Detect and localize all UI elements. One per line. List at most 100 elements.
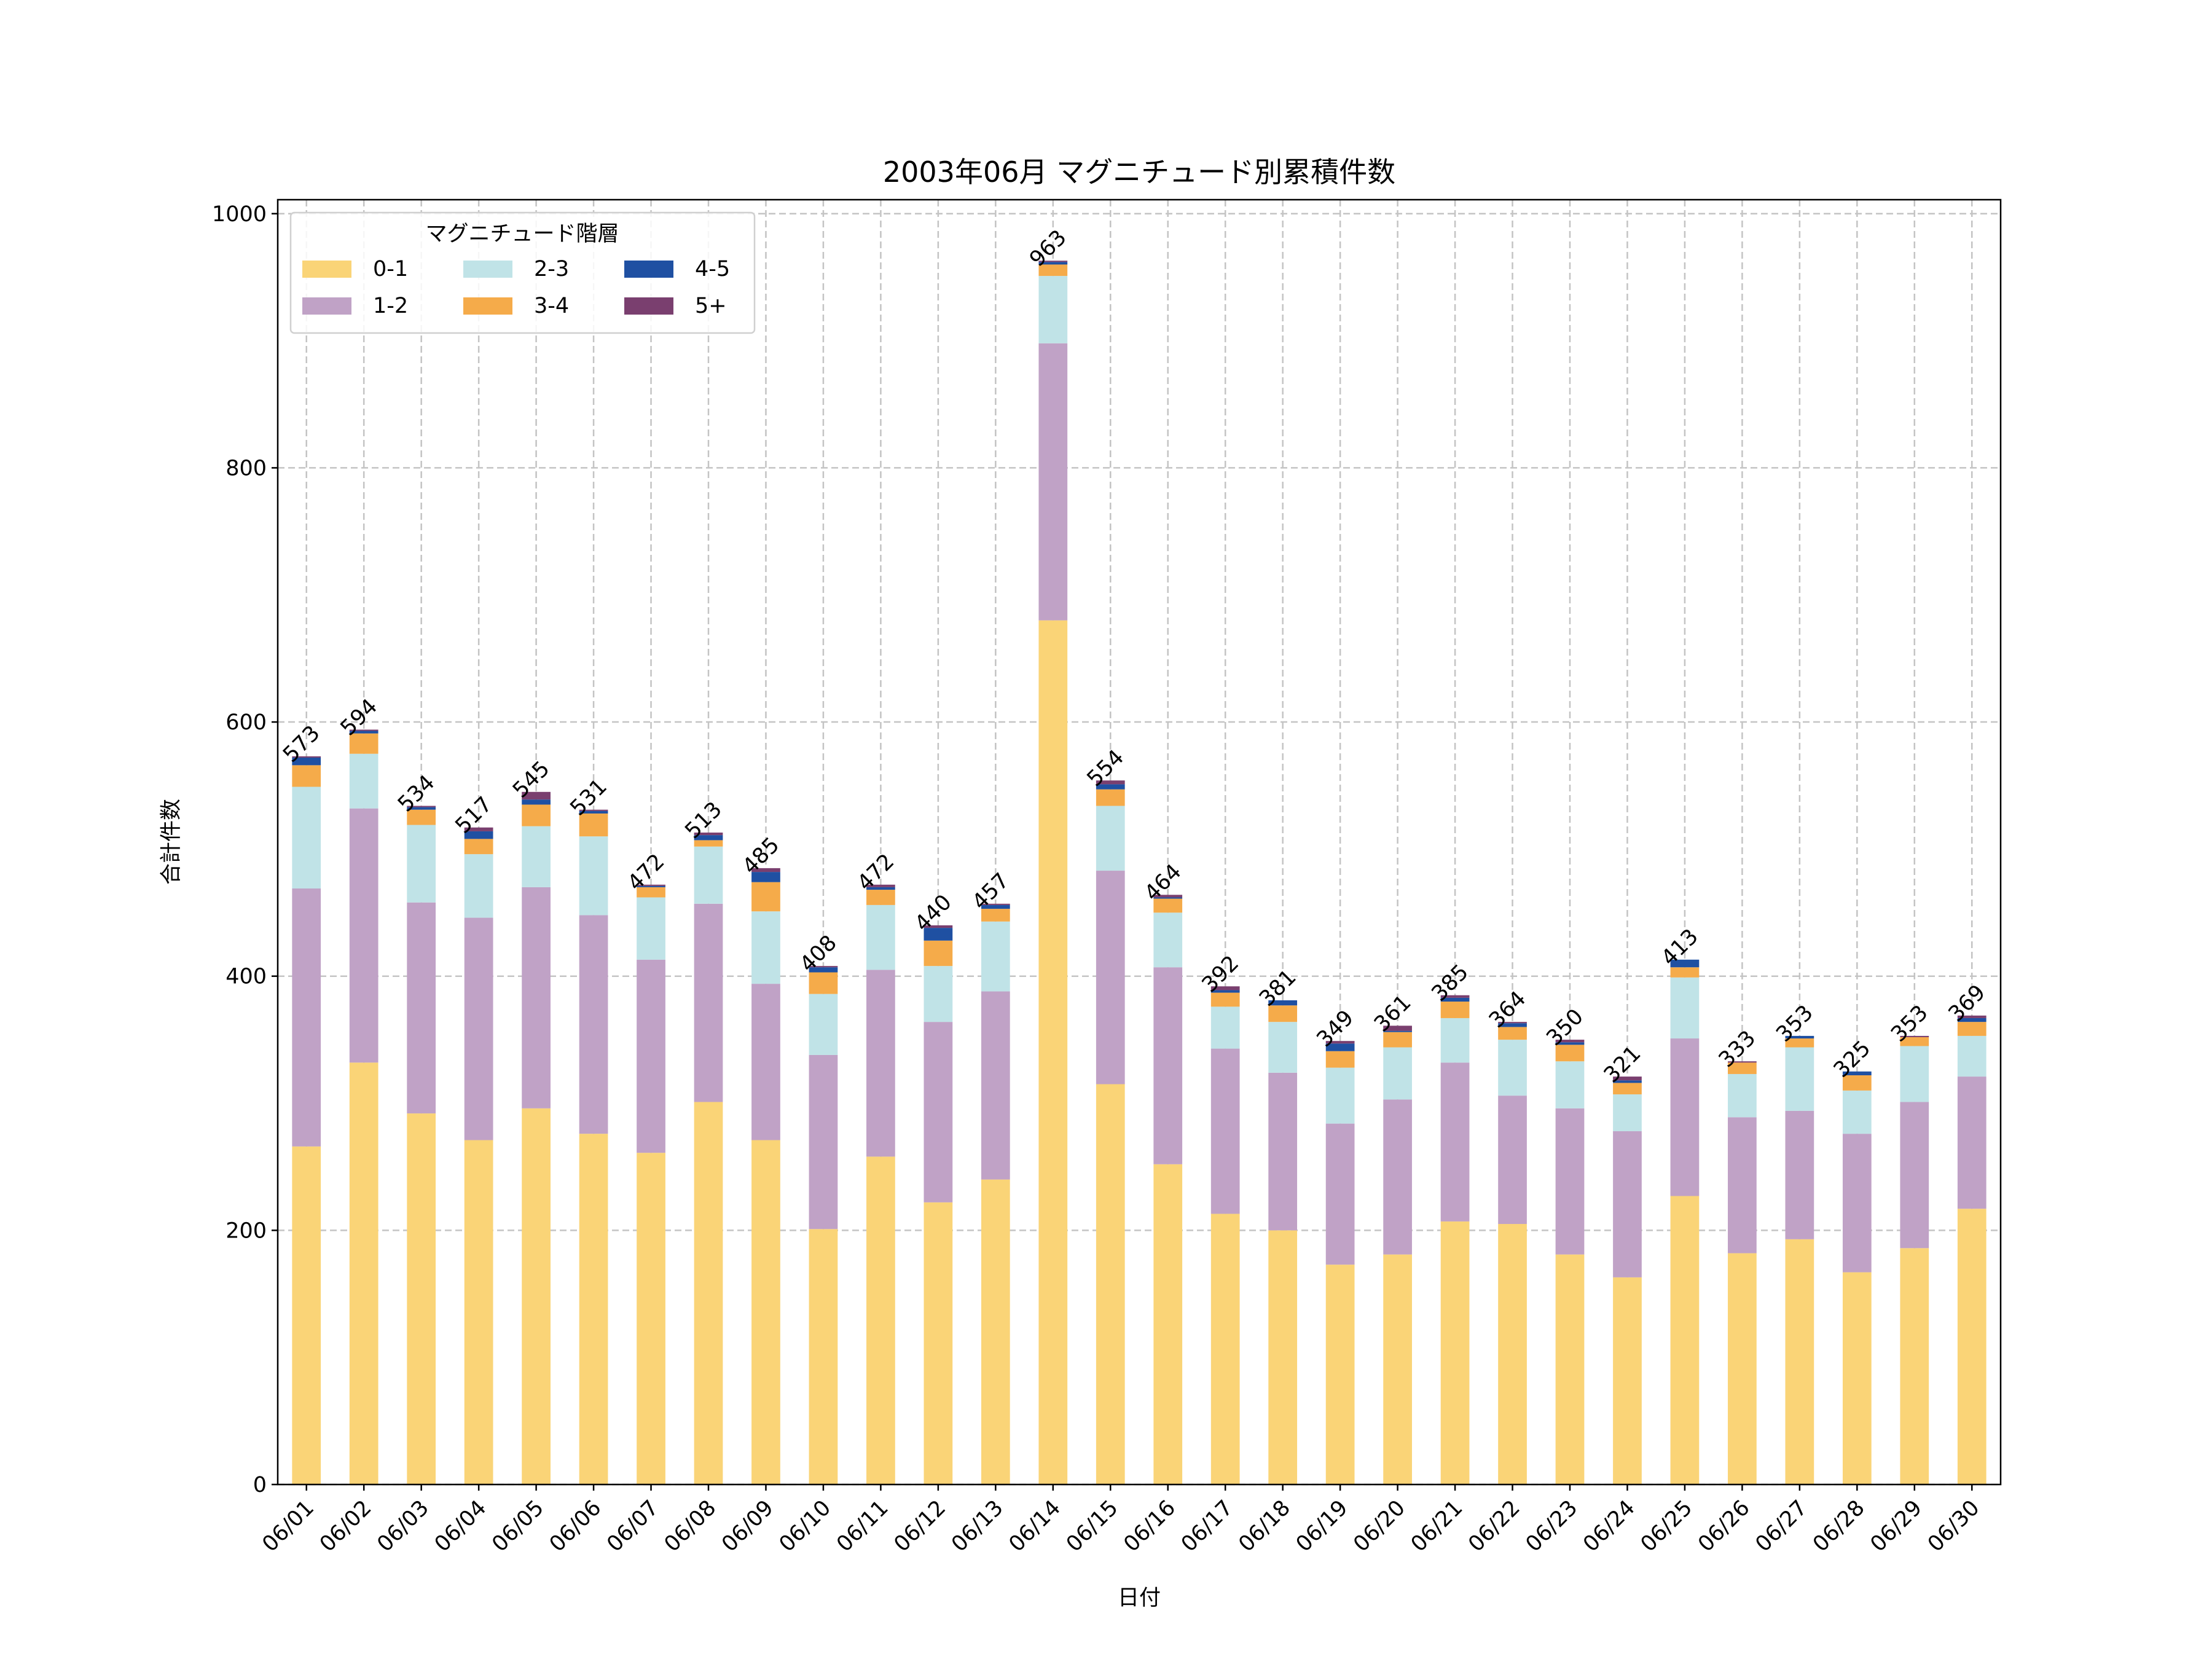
x-tick-label: 06/11 [832, 1496, 893, 1557]
x-tick-label: 06/25 [1636, 1496, 1698, 1557]
bar-segment-4-5 [1613, 1080, 1642, 1083]
bar-segment-3-4 [407, 809, 436, 825]
y-axis-label: 合計件数 [159, 799, 184, 885]
bar-segment-1-2 [349, 808, 378, 1063]
bar-segment-3-4 [1268, 1005, 1298, 1022]
bar-segment-3-4 [1038, 264, 1068, 276]
bar-segment-3-4 [1728, 1062, 1757, 1074]
legend-label: 0-1 [373, 257, 408, 281]
bar-segment-4-5 [1440, 997, 1470, 1002]
y-axis-ticks: 0 200 400 600 800 1000 [212, 202, 278, 1497]
bar-segment-4-5 [1957, 1018, 1986, 1022]
bar-segment-3-4 [1842, 1075, 1872, 1091]
bar-segment-5plus [1440, 995, 1470, 998]
bar-segment-5plus [579, 809, 608, 811]
x-axis-ticks: 06/0106/0206/0306/0406/0506/0606/0706/08… [257, 1484, 1985, 1557]
bar-segment-0-1 [1325, 1265, 1355, 1484]
bar-segment-3-4 [637, 887, 665, 898]
bar-segment-3-4 [1498, 1027, 1527, 1040]
legend-label: 2-3 [534, 257, 569, 281]
bar-segment-2-3 [1383, 1047, 1412, 1100]
bar-segment-3-4 [1957, 1022, 1986, 1036]
legend-swatch-1-2 [302, 297, 351, 315]
bars [292, 261, 1986, 1484]
bar-segment-0-1 [809, 1229, 838, 1484]
bar-segment-0-1 [1555, 1254, 1585, 1484]
bar-segment-5plus [1613, 1077, 1642, 1081]
legend-label: 4-5 [695, 257, 730, 281]
bar-segment-3-4 [464, 839, 493, 855]
bar-segment-3-4 [349, 733, 378, 754]
x-tick-label: 06/28 [1808, 1496, 1870, 1557]
y-tick-label: 400 [226, 965, 267, 989]
x-tick-label: 06/23 [1521, 1496, 1583, 1557]
bar-segment-1-2 [1785, 1110, 1814, 1239]
bar-segment-3-4 [809, 972, 838, 994]
chart-title: 2003年06月 マグニチュード別累積件数 [883, 155, 1395, 189]
x-tick-label: 06/16 [1119, 1496, 1180, 1557]
bar-segment-4-5 [1268, 1000, 1298, 1006]
bar-segment-1-2 [1210, 1048, 1240, 1214]
bar-segment-5plus [1153, 895, 1183, 898]
bar-segment-2-3 [1670, 977, 1700, 1039]
legend-label: 5+ [695, 294, 727, 318]
bar-segment-2-3 [292, 786, 321, 888]
bar-segment-5plus [522, 791, 551, 800]
bar-segment-1-2 [1613, 1131, 1642, 1277]
bar-segment-0-1 [1210, 1214, 1240, 1484]
bar-segment-0-1 [1038, 620, 1068, 1484]
bar-segment-5plus [349, 729, 378, 731]
x-tick-label: 06/24 [1579, 1496, 1640, 1557]
bar-segment-5plus [637, 884, 665, 886]
bar-segment-3-4 [1383, 1032, 1412, 1048]
x-tick-label: 06/04 [430, 1496, 492, 1557]
bar-segment-5plus [407, 806, 436, 807]
bar-segment-1-2 [809, 1054, 838, 1230]
bar-segment-4-5 [1785, 1035, 1814, 1039]
bar-segment-1-2 [292, 888, 321, 1147]
bar-segment-4-5 [637, 885, 665, 887]
bar-segment-5plus [751, 868, 780, 873]
bar-segment-4-5 [1096, 784, 1125, 790]
bar-segment-5plus [1210, 986, 1240, 990]
bar-segment-2-3 [1728, 1073, 1757, 1118]
bar-segment-4-5 [809, 967, 838, 973]
bar-segment-1-2 [924, 1022, 953, 1202]
bar-segment-0-1 [1842, 1272, 1872, 1484]
bar-segment-4-5 [407, 807, 436, 810]
bar-segment-1-2 [637, 959, 665, 1153]
x-tick-label: 06/29 [1866, 1496, 1928, 1557]
bar-segment-0-1 [1153, 1164, 1183, 1484]
bar-segment-3-4 [751, 882, 780, 912]
bar-segment-2-3 [1900, 1046, 1929, 1102]
bar-segment-3-4 [1900, 1037, 1929, 1046]
bar-segment-1-2 [1038, 343, 1068, 621]
bar-segment-0-1 [1498, 1224, 1527, 1484]
bar-segment-1-2 [1383, 1099, 1412, 1255]
bar-segment-3-4 [866, 890, 895, 905]
bar-segment-5plus [1900, 1035, 1929, 1037]
bar-segment-2-3 [1498, 1040, 1527, 1096]
bar-segment-5plus [292, 756, 321, 758]
bar-segment-1-2 [1957, 1077, 1986, 1209]
bar-segment-1-2 [1325, 1123, 1355, 1265]
bar-segment-5plus [866, 884, 895, 887]
bar-segment-3-4 [1325, 1051, 1355, 1068]
x-tick-label: 06/05 [487, 1496, 549, 1557]
bar-segment-0-1 [579, 1134, 608, 1484]
y-tick-label: 600 [226, 710, 267, 735]
y-tick-label: 200 [226, 1218, 267, 1243]
legend-label: 3-4 [534, 294, 569, 318]
bar-segment-5plus [924, 925, 953, 928]
bar-segment-4-5 [1038, 262, 1068, 265]
bar-segment-1-2 [579, 915, 608, 1134]
bar-segment-4-5 [522, 799, 551, 805]
bar-segment-0-1 [1957, 1209, 1986, 1484]
bar-segment-4-5 [981, 904, 1010, 909]
bar-segment-3-4 [694, 840, 723, 847]
bar-segment-4-5 [349, 731, 378, 734]
bar-segment-2-3 [1096, 806, 1125, 871]
legend-swatch-5plus [624, 297, 673, 315]
bar-segment-2-3 [809, 994, 838, 1055]
bar-segment-0-1 [292, 1146, 321, 1484]
